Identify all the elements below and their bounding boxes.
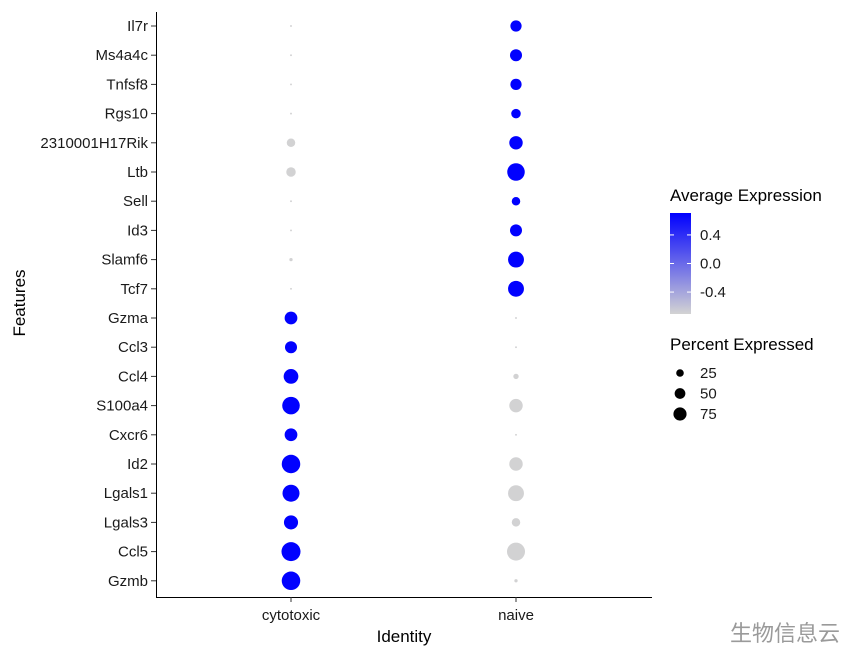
watermark-text: 生物信息云	[730, 622, 840, 647]
dot-Ccl4-naive	[513, 373, 519, 380]
y-tick-label: S100a4	[96, 398, 148, 415]
dot-Sell-cytotoxic	[290, 200, 292, 203]
dot-Ltb-cytotoxic	[286, 167, 296, 177]
dot-Id3-naive	[509, 224, 523, 237]
y-tick-label: Lgals3	[104, 514, 148, 531]
color-legend-label: 0.0	[700, 256, 721, 273]
y-tick-label: Tcf7	[120, 281, 148, 298]
size-legend: Percent Expressed 25 50 75	[670, 335, 814, 423]
dot-Rgs10-cytotoxic	[290, 112, 292, 115]
y-tick-label: Gzma	[108, 310, 149, 327]
dot-Ccl5-naive	[506, 542, 526, 561]
dot-Id2-cytotoxic	[281, 454, 301, 474]
dot-Id2-naive	[509, 457, 523, 471]
y-tick-label: 2310001H17Rik	[40, 135, 148, 152]
dot-Ccl3-naive	[515, 346, 517, 349]
dot-Tnfsf8-naive	[510, 78, 522, 91]
y-tick-label: Sell	[123, 193, 148, 210]
size-legend-label: 50	[700, 386, 717, 403]
y-tick-label: Id3	[127, 222, 148, 239]
x-tick-label: naive	[498, 607, 534, 624]
y-tick-label: Rgs10	[105, 106, 148, 123]
y-axis-ticks: Il7r Ms4a4c Tnfsf8 Rgs10 2310001H17Rik Ltb Sel…	[40, 18, 156, 590]
y-tick-label: Ccl5	[118, 544, 148, 561]
dot-Ccl4-cytotoxic	[283, 369, 299, 384]
x-axis-ticks: cytotoxic naive	[262, 597, 534, 624]
dot-S100a4-naive	[509, 398, 523, 413]
size-legend-label: 25	[700, 365, 717, 382]
size-legend-label: 75	[700, 406, 717, 423]
dot-S100a4-cytotoxic	[282, 396, 300, 415]
dot-Gzmb-cytotoxic	[281, 571, 301, 591]
dot-Cxcr6-cytotoxic	[284, 428, 298, 442]
dot-Cxcr6-naive	[515, 433, 517, 436]
y-tick-label: Cxcr6	[109, 427, 148, 444]
color-legend-label: 0.4	[700, 227, 721, 244]
y-tick-label: Ltb	[127, 164, 148, 181]
color-legend-bar	[670, 213, 691, 314]
dot-Lgals1-cytotoxic	[282, 484, 300, 502]
color-legend-ticks: 0.4 0.0 -0.4	[670, 227, 726, 301]
color-legend: Average Expression 0.4 0.0 -0.4	[670, 186, 822, 314]
y-tick-label: Ms4a4c	[95, 47, 148, 64]
y-tick-label: Id2	[127, 456, 148, 473]
y-tick-label: Gzmb	[108, 573, 148, 590]
dot-2310001H17Rik-cytotoxic	[286, 138, 296, 148]
dot-Gzma-naive	[515, 317, 517, 319]
y-tick-label: Ccl4	[118, 368, 148, 385]
y-axis-title: Features	[10, 269, 29, 336]
dot-Ms4a4c-cytotoxic	[290, 54, 292, 57]
y-tick-label: Tnfsf8	[106, 76, 148, 93]
dot-Lgals3-cytotoxic	[283, 515, 299, 530]
color-legend-title: Average Expression	[670, 186, 822, 205]
dot-Lgals1-naive	[508, 485, 524, 502]
dot-Lgals3-naive	[511, 518, 521, 527]
dot-Sell-naive	[511, 196, 521, 206]
dot-Rgs10-naive	[511, 108, 521, 119]
dot-Tcf7-cytotoxic	[290, 287, 292, 290]
color-legend-label: -0.4	[700, 284, 726, 301]
dot-Il7r-naive	[510, 20, 522, 32]
chart-points	[281, 20, 526, 591]
dot-Ms4a4c-naive	[509, 49, 523, 62]
dot-Slamf6-cytotoxic	[289, 257, 293, 262]
dot-Gzma-cytotoxic	[284, 311, 298, 325]
size-legend-dot	[676, 369, 684, 377]
dot-Gzmb-naive	[514, 579, 518, 583]
y-tick-label: Il7r	[127, 18, 148, 35]
size-legend-dot	[673, 407, 687, 421]
y-tick-label: Lgals1	[104, 485, 148, 502]
x-axis-title: Identity	[377, 627, 432, 646]
dot-2310001H17Rik-naive	[509, 136, 523, 150]
y-tick-label: Ccl3	[118, 339, 148, 356]
size-legend-title: Percent Expressed	[670, 335, 814, 354]
dot-Ltb-naive	[507, 163, 525, 181]
dot-Slamf6-naive	[508, 251, 524, 268]
dot-Ccl5-cytotoxic	[281, 542, 301, 562]
size-legend-items: 25 50 75	[673, 365, 717, 423]
dot-Tcf7-naive	[508, 280, 524, 297]
size-legend-dot	[674, 388, 686, 399]
dot-Tnfsf8-cytotoxic	[290, 83, 292, 86]
x-tick-label: cytotoxic	[262, 607, 321, 624]
y-tick-label: Slamf6	[101, 252, 148, 269]
dot-Il7r-cytotoxic	[290, 25, 292, 27]
dot-Ccl3-cytotoxic	[284, 341, 298, 354]
dot-Id3-cytotoxic	[290, 229, 292, 232]
